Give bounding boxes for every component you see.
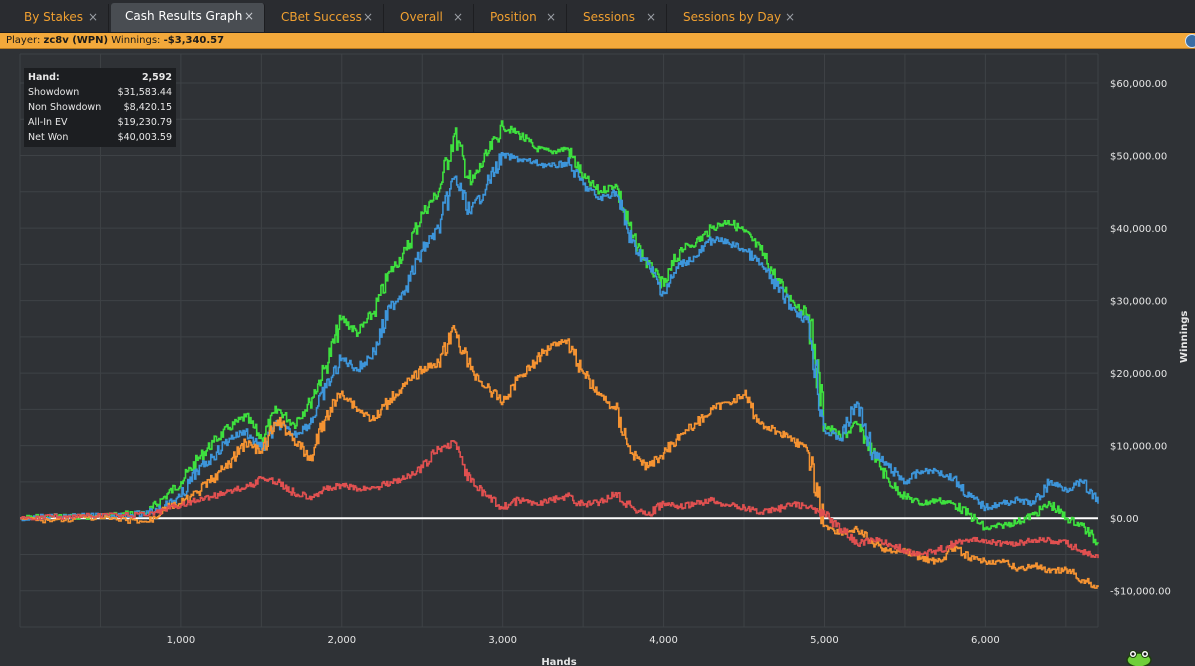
y-tick-label: $40,000.00 [1110,224,1167,235]
player-bar: Player: zc8v (WPN) Winnings: -$3,340.57 [0,33,1195,49]
stats-value: $40,003.59 [117,132,172,143]
close-icon[interactable]: × [645,10,656,24]
scroll-indicator-icon[interactable] [1185,34,1195,48]
close-icon[interactable]: × [87,10,98,24]
tab-sessions[interactable]: Sessions × [569,4,667,32]
series-line-non-showdown [20,440,1099,559]
series-line-net-won [20,120,1099,546]
stats-value: $31,583.44 [117,87,172,98]
x-tick-label: 3,000 [488,635,517,646]
tab-by-stakes[interactable]: By Stakes × [10,4,109,32]
player-label: Player: [6,35,41,46]
player-name: zc8v (WPN) [43,35,109,46]
stats-label: Showdown [28,87,80,98]
stats-label: Net Won [28,132,69,143]
results-chart: $60,000.00 $50,000.00 $40,000.00 $30,000.00… [19,53,1190,665]
winnings-value: -$3,340.57 [163,35,225,46]
tab-label: Position [490,10,537,24]
stats-value: 2,592 [141,72,172,83]
tab-overall[interactable]: Overall × [386,4,474,32]
tab-sessions-by-day[interactable]: Sessions by Day × [669,4,805,32]
stats-row-hand: Hand: 2,592 [28,70,172,85]
series-layer [20,120,1099,589]
stats-row-all-in-ev: All-In EV $19,230.79 [28,115,172,130]
y-tick-label: $60,000.00 [1110,79,1167,90]
y-tick-label: $0.00 [1110,514,1139,525]
tab-cbet-success[interactable]: CBet Success × [267,4,384,32]
tab-cash-results-graph[interactable]: Cash Results Graph × [111,3,265,32]
y-tick-label: -$10,000.00 [1110,587,1171,598]
tab-bar: By Stakes × Cash Results Graph × CBet Su… [0,0,1195,33]
close-icon[interactable]: × [784,10,795,24]
y-tick-label: $30,000.00 [1110,297,1167,308]
y-tick-label: $50,000.00 [1110,152,1167,163]
tab-label: CBet Success [281,10,362,24]
close-icon[interactable]: × [452,10,463,24]
x-tick-label: 6,000 [971,635,1000,646]
series-line-showdown [20,325,1099,589]
x-axis-label: Hands [541,657,576,665]
tab-label: Cash Results Graph [125,9,243,23]
y-tick-label: $10,000.00 [1110,442,1167,453]
tab-label: By Stakes [24,10,83,24]
frog-logo-icon [1126,650,1152,666]
y-axis-ticks: $60,000.00 $50,000.00 $40,000.00 $30,000.00… [1110,79,1171,598]
stats-value: $8,420.15 [123,102,172,113]
stats-tooltip: Hand: 2,592 Showdown $31,583.44 Non Show… [24,68,176,147]
stats-label: Hand: [28,72,60,83]
y-axis-label: Winnings [1179,311,1190,363]
stats-row-net-won: Net Won $40,003.59 [28,130,172,145]
stats-row-showdown: Showdown $31,583.44 [28,85,172,100]
x-tick-label: 4,000 [649,635,678,646]
chart-grid [19,53,1099,628]
stats-label: All-In EV [28,117,68,128]
stats-value: $19,230.79 [117,117,172,128]
x-axis-ticks: 1,000 2,000 3,000 4,000 5,000 6,000 [167,635,1000,646]
tab-position[interactable]: Position × [476,4,567,32]
stats-label: Non Showdown [28,102,102,113]
tab-label: Sessions by Day [683,10,782,24]
x-tick-label: 2,000 [327,635,356,646]
x-tick-label: 1,000 [167,635,196,646]
tab-label: Overall [400,10,443,24]
winnings-label: Winnings: [111,35,161,46]
x-tick-label: 5,000 [810,635,839,646]
tab-label: Sessions [583,10,636,24]
close-icon[interactable]: × [362,10,373,24]
close-icon[interactable]: × [243,9,254,23]
y-tick-label: $20,000.00 [1110,369,1167,380]
close-icon[interactable]: × [545,10,556,24]
stats-row-non-showdown: Non Showdown $8,420.15 [28,100,172,115]
